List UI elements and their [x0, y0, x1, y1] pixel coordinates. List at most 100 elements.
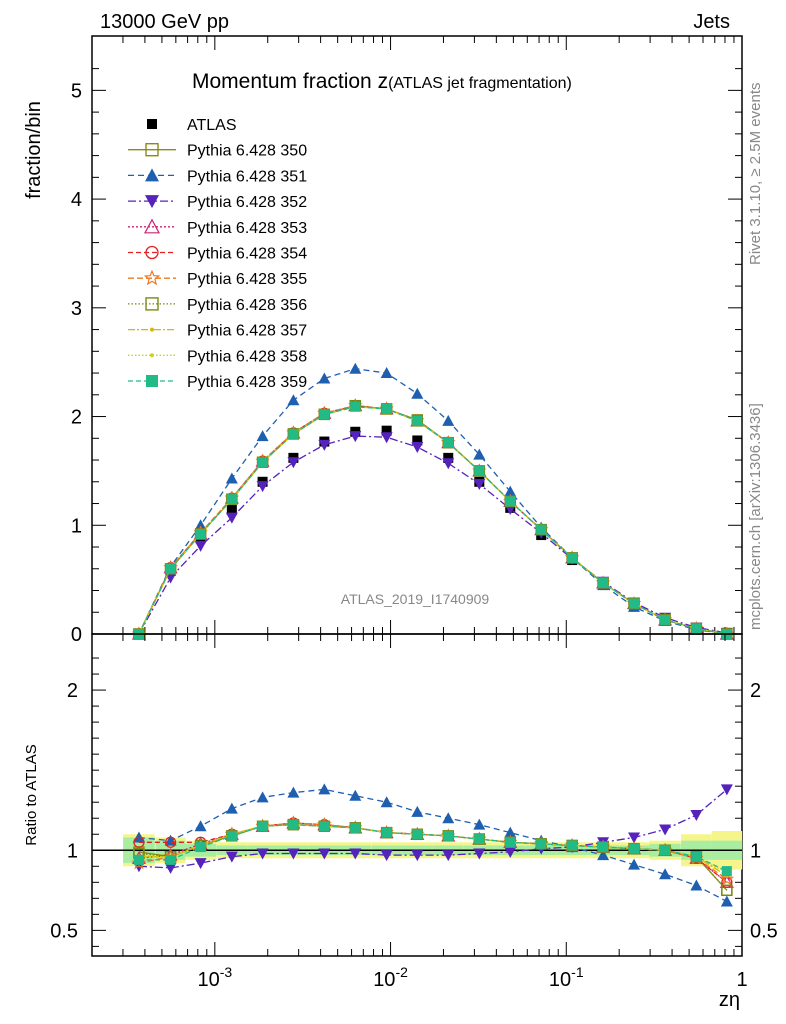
ratio-series-359-point — [567, 840, 578, 851]
ratio-series-359-line — [138, 823, 728, 872]
chart-title: Momentum fraction z(ATLAS jet fragmentat… — [192, 70, 572, 93]
ratio-series-359-point — [536, 838, 547, 849]
lower-y-tick-label-left: 1 — [67, 840, 78, 862]
ratio-series-359-point — [660, 845, 671, 856]
ratio-series-352-point — [411, 850, 424, 862]
ratio-series-351-point — [473, 818, 486, 830]
legend-entry: Pythia 6.428 355 — [128, 269, 307, 288]
legend-label: Pythia 6.428 355 — [187, 271, 307, 288]
legend-marker — [150, 327, 154, 332]
ratio-series-351-point — [442, 812, 455, 824]
ratio-series-351-point — [194, 820, 207, 832]
header-right: Jets — [693, 11, 730, 33]
series-359-point — [288, 428, 299, 439]
ratio-series-359-point — [505, 837, 516, 848]
ratio-series-351-point — [318, 783, 331, 795]
ratio-series-355-point — [719, 871, 735, 886]
lower-y-tick-label-left: 2 — [67, 680, 78, 702]
data-point — [443, 452, 454, 463]
ratio-series-351-point — [256, 791, 269, 803]
upper-plot: 0 1 2 3 4 5 — [71, 35, 743, 646]
series-359-point — [381, 403, 392, 414]
ratio-series-359-point — [629, 843, 640, 854]
series-352-point — [349, 431, 362, 443]
series-351-point — [504, 485, 517, 497]
ratio-series-359-point — [412, 829, 423, 840]
legend-marker — [143, 218, 161, 234]
legend-label: Pythia 6.428 352 — [187, 194, 307, 211]
series-352-point — [380, 432, 393, 444]
upper-y-tick-label: 2 — [71, 407, 82, 429]
legend-entry: Pythia 6.428 359 — [128, 374, 307, 391]
legend-entry: Pythia 6.428 356 — [128, 297, 307, 314]
series-359-point — [319, 409, 330, 420]
ratio-series-351-point — [380, 796, 393, 808]
data-point — [412, 435, 423, 446]
series-359-point — [257, 457, 268, 468]
legend: ATLAS Pythia 6.428 350 Pythia 6.428 351 Pyt… — [128, 117, 307, 391]
ratio-series-359-point — [598, 842, 609, 853]
data-point — [226, 505, 237, 516]
lower-y-tick-label-right: 0.5 — [750, 920, 778, 942]
ratio-series-352-point — [504, 846, 517, 858]
ratio-series-351-point — [225, 802, 238, 814]
upper-y-tick-label: 4 — [71, 189, 82, 211]
ratio-series-352-point — [318, 848, 331, 860]
lower-ylabel: Ratio to ATLAS — [23, 744, 40, 845]
ratio-series-359-point — [474, 834, 485, 845]
legend-label: Pythia 6.428 351 — [187, 168, 307, 185]
series-351-point — [380, 367, 393, 379]
ratio-series-352-point — [473, 848, 486, 860]
ratio-series-352-point — [256, 848, 269, 860]
legend-entry: Pythia 6.428 352 — [128, 194, 307, 211]
ratio-series-356-point — [721, 884, 733, 897]
series-352-point — [318, 439, 331, 451]
legend-label-data: ATLAS — [187, 117, 237, 134]
legend-marker — [145, 245, 159, 260]
ratio-series-354-point — [164, 836, 177, 848]
ratio-series-351-point — [287, 786, 300, 798]
series-351-point — [287, 394, 300, 406]
series-352-point — [256, 481, 269, 493]
ratio-series-351-point — [628, 858, 641, 870]
ratio-series-352-point — [690, 810, 703, 822]
ratio-series-351-point — [597, 849, 610, 861]
legend-label: Pythia 6.428 353 — [187, 220, 307, 237]
data-point — [381, 425, 392, 436]
ratio-series-359-point — [350, 822, 361, 833]
legend-marker — [145, 142, 159, 157]
legend-label: Pythia 6.428 350 — [187, 143, 307, 160]
legend-marker — [143, 269, 161, 286]
ratio-series-351-point — [720, 895, 733, 907]
ratio-series-352-point — [194, 858, 207, 870]
lower-y-tick-label-right: 2 — [750, 680, 761, 702]
xlabel: zη — [719, 989, 740, 1011]
series-359-point — [226, 494, 237, 505]
ratio-series-351-point — [504, 826, 517, 838]
ratio-series-359-point — [288, 819, 299, 830]
series-352-point — [287, 457, 300, 469]
ratio-series-352-point — [380, 850, 393, 862]
series-359-point — [195, 528, 206, 539]
legend-label: Pythia 6.428 356 — [187, 297, 307, 314]
ratio-series-352-point — [659, 824, 672, 836]
legend-marker — [145, 168, 159, 182]
series-351-point — [473, 448, 486, 460]
series-359-point — [567, 552, 578, 563]
ratio-series-359-point — [226, 830, 237, 841]
upper-y-tick-label: 3 — [71, 298, 82, 320]
ratio-series-351-point — [659, 868, 672, 880]
series-352-point — [225, 512, 238, 524]
legend-entry: Pythia 6.428 358 — [128, 348, 307, 365]
series-351-point — [318, 372, 331, 384]
ratio-series-352-line — [138, 788, 728, 869]
mcplots-label: mcplots.cern.ch [arXiv:1306.3436] — [747, 403, 764, 630]
upper-y-tick-label: 0 — [71, 624, 82, 646]
ratio-series-354-point — [133, 836, 145, 848]
lower-frame — [91, 633, 743, 957]
series-352-point — [194, 540, 207, 552]
series-359-point — [660, 614, 671, 625]
legend-entry: Pythia 6.428 354 — [128, 246, 307, 263]
legend-marker — [145, 195, 159, 209]
legend-entry: Pythia 6.428 351 — [128, 168, 307, 185]
